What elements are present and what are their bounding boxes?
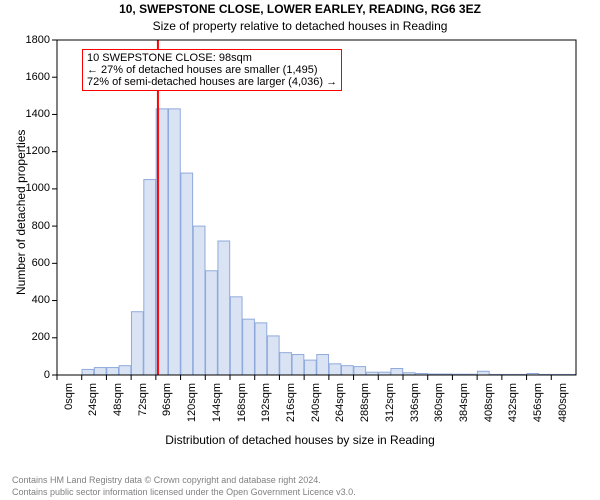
y-tick-label: 400 xyxy=(32,294,50,306)
x-tick-label: 432sqm xyxy=(507,383,519,433)
flag-line-2: ← 27% of detached houses are smaller (1,… xyxy=(87,64,337,76)
x-tick-label: 384sqm xyxy=(458,383,470,433)
x-tick-label: 216sqm xyxy=(285,383,297,433)
y-tick-label: 200 xyxy=(32,331,50,343)
y-tick-label: 1800 xyxy=(26,34,50,46)
x-tick-label: 408sqm xyxy=(483,383,495,433)
x-tick-label: 360sqm xyxy=(433,383,445,433)
x-tick-label: 456sqm xyxy=(532,383,544,433)
y-tick-label: 1400 xyxy=(26,108,50,120)
y-tick-label: 1600 xyxy=(26,71,50,83)
x-tick-label: 264sqm xyxy=(334,383,346,433)
footer-line-2: Contains public sector information licen… xyxy=(12,487,356,497)
x-tick-label: 24sqm xyxy=(87,383,99,433)
x-tick-label: 96sqm xyxy=(161,383,173,433)
y-tick-label: 0 xyxy=(44,369,50,381)
x-tick-label: 192sqm xyxy=(260,383,272,433)
flag-line-3: 72% of semi-detached houses are larger (… xyxy=(87,76,337,88)
y-tick-label: 800 xyxy=(32,220,50,232)
x-tick-label: 72sqm xyxy=(137,383,149,433)
x-tick-label: 288sqm xyxy=(359,383,371,433)
x-axis-title: Distribution of detached houses by size … xyxy=(0,433,600,447)
y-tick-label: 1200 xyxy=(26,145,50,157)
y-tick-label: 1000 xyxy=(26,182,50,194)
x-tick-label: 240sqm xyxy=(310,383,322,433)
x-tick-label: 48sqm xyxy=(112,383,124,433)
x-tick-label: 480sqm xyxy=(557,383,569,433)
x-tick-label: 312sqm xyxy=(384,383,396,433)
x-tick-label: 144sqm xyxy=(211,383,223,433)
footer-line-1: Contains HM Land Registry data © Crown c… xyxy=(12,475,321,485)
x-tick-label: 120sqm xyxy=(186,383,198,433)
flag-line-1: 10 SWEPSTONE CLOSE: 98sqm xyxy=(87,52,337,64)
y-tick-label: 600 xyxy=(32,257,50,269)
x-tick-label: 336sqm xyxy=(409,383,421,433)
x-tick-label: 0sqm xyxy=(63,383,75,433)
y-axis-title: Number of detached properties xyxy=(14,130,28,295)
x-tick-label: 168sqm xyxy=(236,383,248,433)
flag-annotation-box: 10 SWEPSTONE CLOSE: 98sqm ← 27% of detac… xyxy=(82,49,342,91)
